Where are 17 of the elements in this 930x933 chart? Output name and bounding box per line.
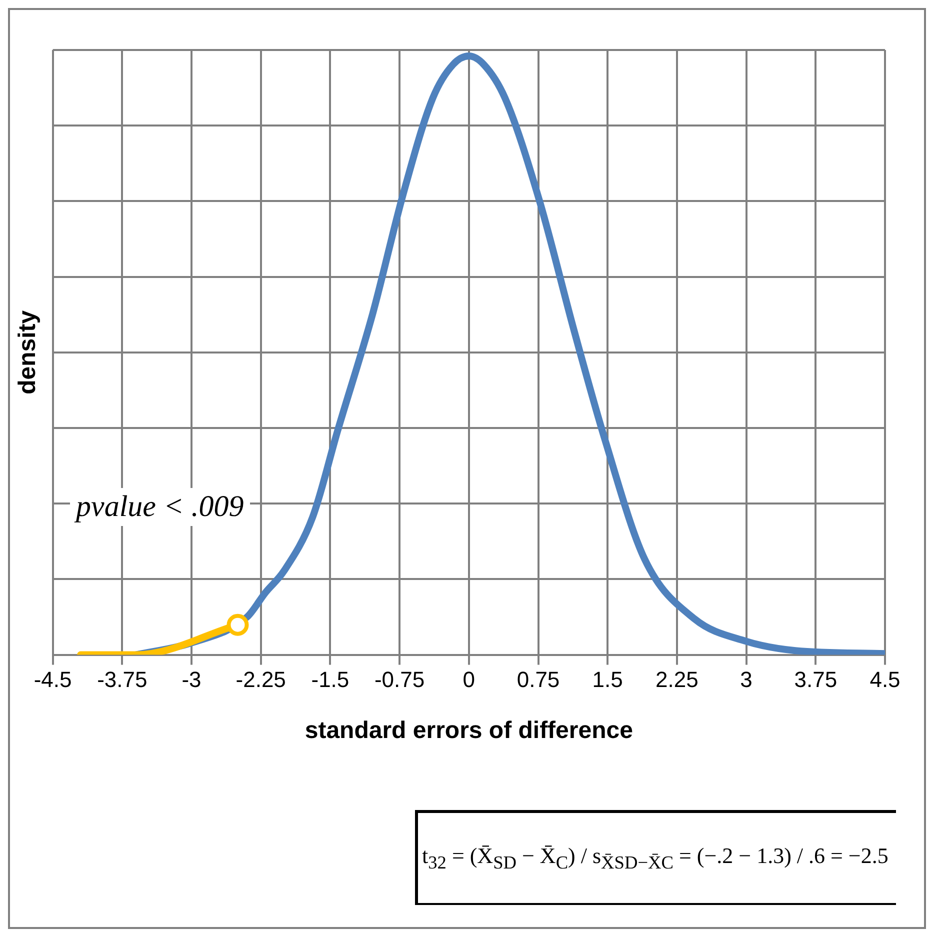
annotation: pvalue < .009 (70, 488, 250, 526)
x-tick-label: -2.25 (236, 667, 286, 692)
x-tick-label: -3 (182, 667, 202, 692)
x-tick-label: 1.5 (592, 667, 623, 692)
x-tick-label: -4.5 (34, 667, 72, 692)
x-tick-label: -3.75 (97, 667, 148, 692)
x-tick-label: 2.25 (656, 667, 698, 692)
x-tick-label: 4.5 (870, 667, 900, 692)
x-tick-label: -1.5 (311, 667, 350, 692)
x-tick-label: 0.75 (516, 667, 560, 692)
x-axis-title: standard errors of difference (304, 717, 633, 744)
text: t$_{32}$ = (X̄$_{SD}$ − X̄$_{C}$) / s$_{X̄SD−X̄C}$ = (−.2 − 1.3) / .6 = −2.5 (422, 843, 888, 872)
x-tick-label: 0 (462, 667, 476, 692)
x-tick-label: 3.75 (794, 667, 838, 692)
x-tick-label: -0.75 (374, 667, 425, 692)
x-tick-label: 3 (740, 667, 752, 692)
y-axis-title: density (14, 310, 42, 394)
